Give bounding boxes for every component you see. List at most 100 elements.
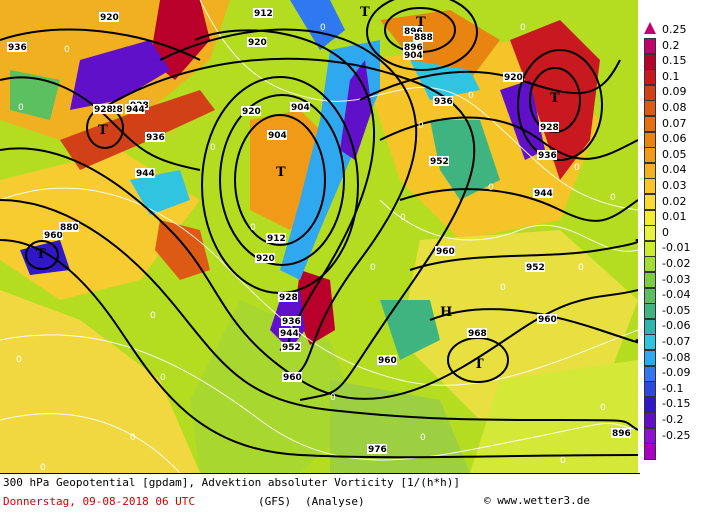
contour-label-bg: [282, 372, 302, 382]
contour-label-bg: [403, 50, 423, 60]
scale-label: 0.09: [662, 85, 687, 99]
vorticity-zero-label: 0: [420, 433, 426, 443]
scale-swatch: [644, 162, 656, 179]
scale-swatch: [644, 225, 656, 242]
contour-label-bg: [266, 233, 286, 243]
map-canvas: 9209369289289369449609129209048968888969…: [0, 0, 638, 473]
contour-label: 928: [94, 105, 113, 115]
scale-label: -0.01: [662, 241, 691, 255]
contour-label: 896: [612, 429, 631, 439]
contour-label-bg: [253, 8, 273, 18]
scale-swatch: [644, 256, 656, 273]
chart-date: Donnerstag, 09-08-2018 06 UTC: [3, 495, 196, 508]
vorticity-zero-label: 0: [574, 163, 580, 173]
contour-label: 928: [540, 123, 559, 133]
chart-title: 300 hPa Geopotential [gpdam], Advektion …: [3, 476, 460, 489]
vorticity-zero-label: 0: [400, 213, 406, 223]
color-scale-legend: 0.25 0.2 0.15 0.1 0.09 0.08 0.07 0.06 0.05 0.04 0.…: [640, 22, 704, 460]
scale-swatch: [644, 84, 656, 101]
contour-label: 920: [242, 107, 261, 117]
scale-swatch: [644, 318, 656, 335]
contour-label-bg: [403, 26, 423, 36]
scale-up-arrow: [644, 22, 656, 34]
vorticity-zero-label: 0: [130, 433, 136, 443]
scale-swatch: [644, 194, 656, 211]
scale-label: -0.08: [662, 350, 691, 364]
scale-label: -0.2: [662, 413, 684, 426]
contour-label-bg: [278, 292, 298, 302]
vorticity-zero-label: 0: [16, 355, 22, 365]
contour-label: 936: [8, 43, 27, 53]
contour-label: 968: [468, 329, 487, 339]
contour-label-bg: [435, 246, 455, 256]
vorticity-zero-label: 0: [64, 45, 70, 55]
vorticity-zero-label: 0: [320, 23, 326, 33]
scale-label: -0.06: [662, 319, 691, 333]
contour-label-bg: [59, 222, 79, 232]
scale-label: -0.04: [662, 288, 691, 302]
scale-label: -0.09: [662, 366, 691, 380]
vorticity-zero-label: 0: [520, 23, 526, 33]
contour-label-bg: [279, 328, 299, 338]
scale-swatch: [644, 178, 656, 195]
vorticity-map: 9209369289289369449609129209048968888969…: [0, 0, 638, 473]
scale-swatch: [644, 396, 656, 413]
scale-swatch: [644, 381, 656, 398]
contour-label-bg: [433, 96, 453, 106]
run-mode: (Analyse): [305, 495, 365, 508]
scale-label: 0.08: [662, 101, 687, 114]
scale-swatch: [644, 287, 656, 304]
contour-label: 912: [267, 234, 286, 244]
contour-label-bg: [533, 188, 553, 198]
contour-label-bg: [7, 42, 27, 52]
contour-label-bg: [525, 262, 545, 272]
low-pressure-marker: T: [276, 165, 286, 180]
scale-swatch: [644, 412, 656, 429]
vorticity-field: [0, 0, 638, 473]
contour-label-bg: [611, 428, 631, 438]
contour-label-bg: [537, 150, 557, 160]
scale-swatch: [644, 38, 656, 55]
contour-label: 936: [282, 317, 301, 327]
scale-swatch: [644, 131, 656, 148]
scale-label: 0.06: [662, 132, 687, 146]
scale-label: 0.25: [662, 23, 687, 36]
contour-label-bg: [135, 168, 155, 178]
vorticity-zero-label: 0: [370, 263, 376, 273]
scale-swatch: [644, 334, 656, 351]
vorticity-zero-label: 0: [600, 403, 606, 413]
contour-label-bg: [255, 253, 275, 263]
model-name: (GFS): [258, 495, 292, 508]
vorticity-zero-label: 0: [488, 183, 494, 193]
contour-label-bg: [539, 122, 559, 132]
contour-label-bg: [503, 72, 523, 82]
scale-label: -0.1: [662, 381, 684, 395]
vorticity-zero-label: 0: [578, 263, 584, 273]
vorticity-zero-label: 0: [330, 393, 336, 403]
scale-swatch: [644, 272, 656, 289]
scale-label: 0.02: [662, 194, 687, 208]
contour-label-bg: [93, 104, 113, 114]
scale-swatch: [644, 116, 656, 133]
scale-down-arrow: [644, 444, 656, 456]
scale-label: 0: [662, 225, 669, 239]
contour-label: 920: [100, 13, 119, 23]
contour-label: 960: [44, 231, 63, 241]
contour-label-bg: [43, 230, 63, 240]
vorticity-zero-label: 0: [500, 283, 506, 293]
scale-label: -0.03: [662, 272, 691, 286]
credit-link[interactable]: © www.wetter3.de: [484, 494, 590, 507]
contour-label: 904: [291, 103, 310, 113]
contour-label-bg: [145, 132, 165, 142]
contour-label-bg: [429, 156, 449, 166]
contour-label-bg: [241, 106, 261, 116]
vorticity-zero-label: 0: [150, 311, 156, 321]
scale-swatch: [644, 69, 656, 86]
scale-label: 0.04: [662, 163, 687, 177]
scale-label: 0.03: [662, 179, 687, 192]
scale-label: -0.15: [662, 397, 691, 411]
contour-label-bg: [290, 102, 310, 112]
scale-label: -0.05: [662, 303, 691, 317]
contour-label-bg: [413, 32, 433, 42]
